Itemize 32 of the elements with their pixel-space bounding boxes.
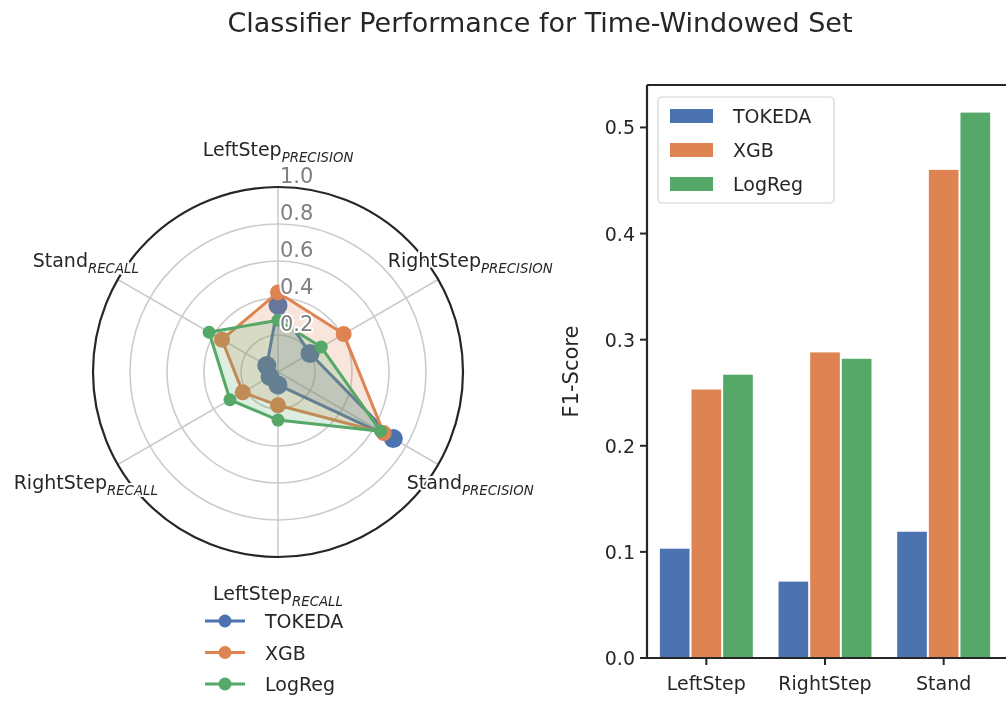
legend-label: LogReg bbox=[265, 673, 336, 695]
y-tick-label: 0.5 bbox=[604, 116, 635, 139]
y-axis-title: F1-Score bbox=[559, 325, 583, 418]
y-tick-label: 0.3 bbox=[604, 328, 635, 351]
legend-label: XGB bbox=[733, 139, 774, 161]
spoke-label: LeftStep$_{PRECISION}$ bbox=[202, 137, 354, 165]
bar bbox=[841, 358, 872, 658]
x-tick-label: Stand bbox=[916, 672, 972, 694]
bar bbox=[928, 169, 959, 658]
bar bbox=[810, 352, 840, 658]
y-tick-label: 0.4 bbox=[280, 275, 314, 299]
spoke-label: LeftStep$_{RECALL}$ bbox=[213, 581, 343, 609]
bar bbox=[778, 581, 809, 658]
chart-title: Classifier Performance for Time-Windowed Set bbox=[227, 7, 853, 38]
y-tick-label: 0.4 bbox=[604, 222, 635, 245]
y-tick-label: 0.0 bbox=[604, 647, 635, 669]
y-tick-label: 0.2 bbox=[604, 434, 635, 457]
legend-label: TOKEDA bbox=[732, 105, 812, 127]
y-tick-label: 1.0 bbox=[280, 164, 314, 188]
y-tick-label: 0.6 bbox=[280, 238, 314, 262]
bar bbox=[723, 374, 753, 658]
bar bbox=[960, 112, 991, 658]
bar bbox=[691, 389, 722, 658]
legend-label: TOKEDA bbox=[264, 610, 344, 632]
y-tick-label: 0.8 bbox=[280, 201, 314, 225]
bar bbox=[659, 548, 690, 658]
bar bbox=[897, 531, 927, 658]
y-tick-label: 0.1 bbox=[604, 540, 635, 563]
legend-label: LogReg bbox=[733, 173, 804, 195]
x-tick-label: LeftStep bbox=[666, 672, 746, 694]
legend-label: XGB bbox=[265, 641, 306, 664]
x-tick-label: RightStep bbox=[778, 672, 872, 694]
